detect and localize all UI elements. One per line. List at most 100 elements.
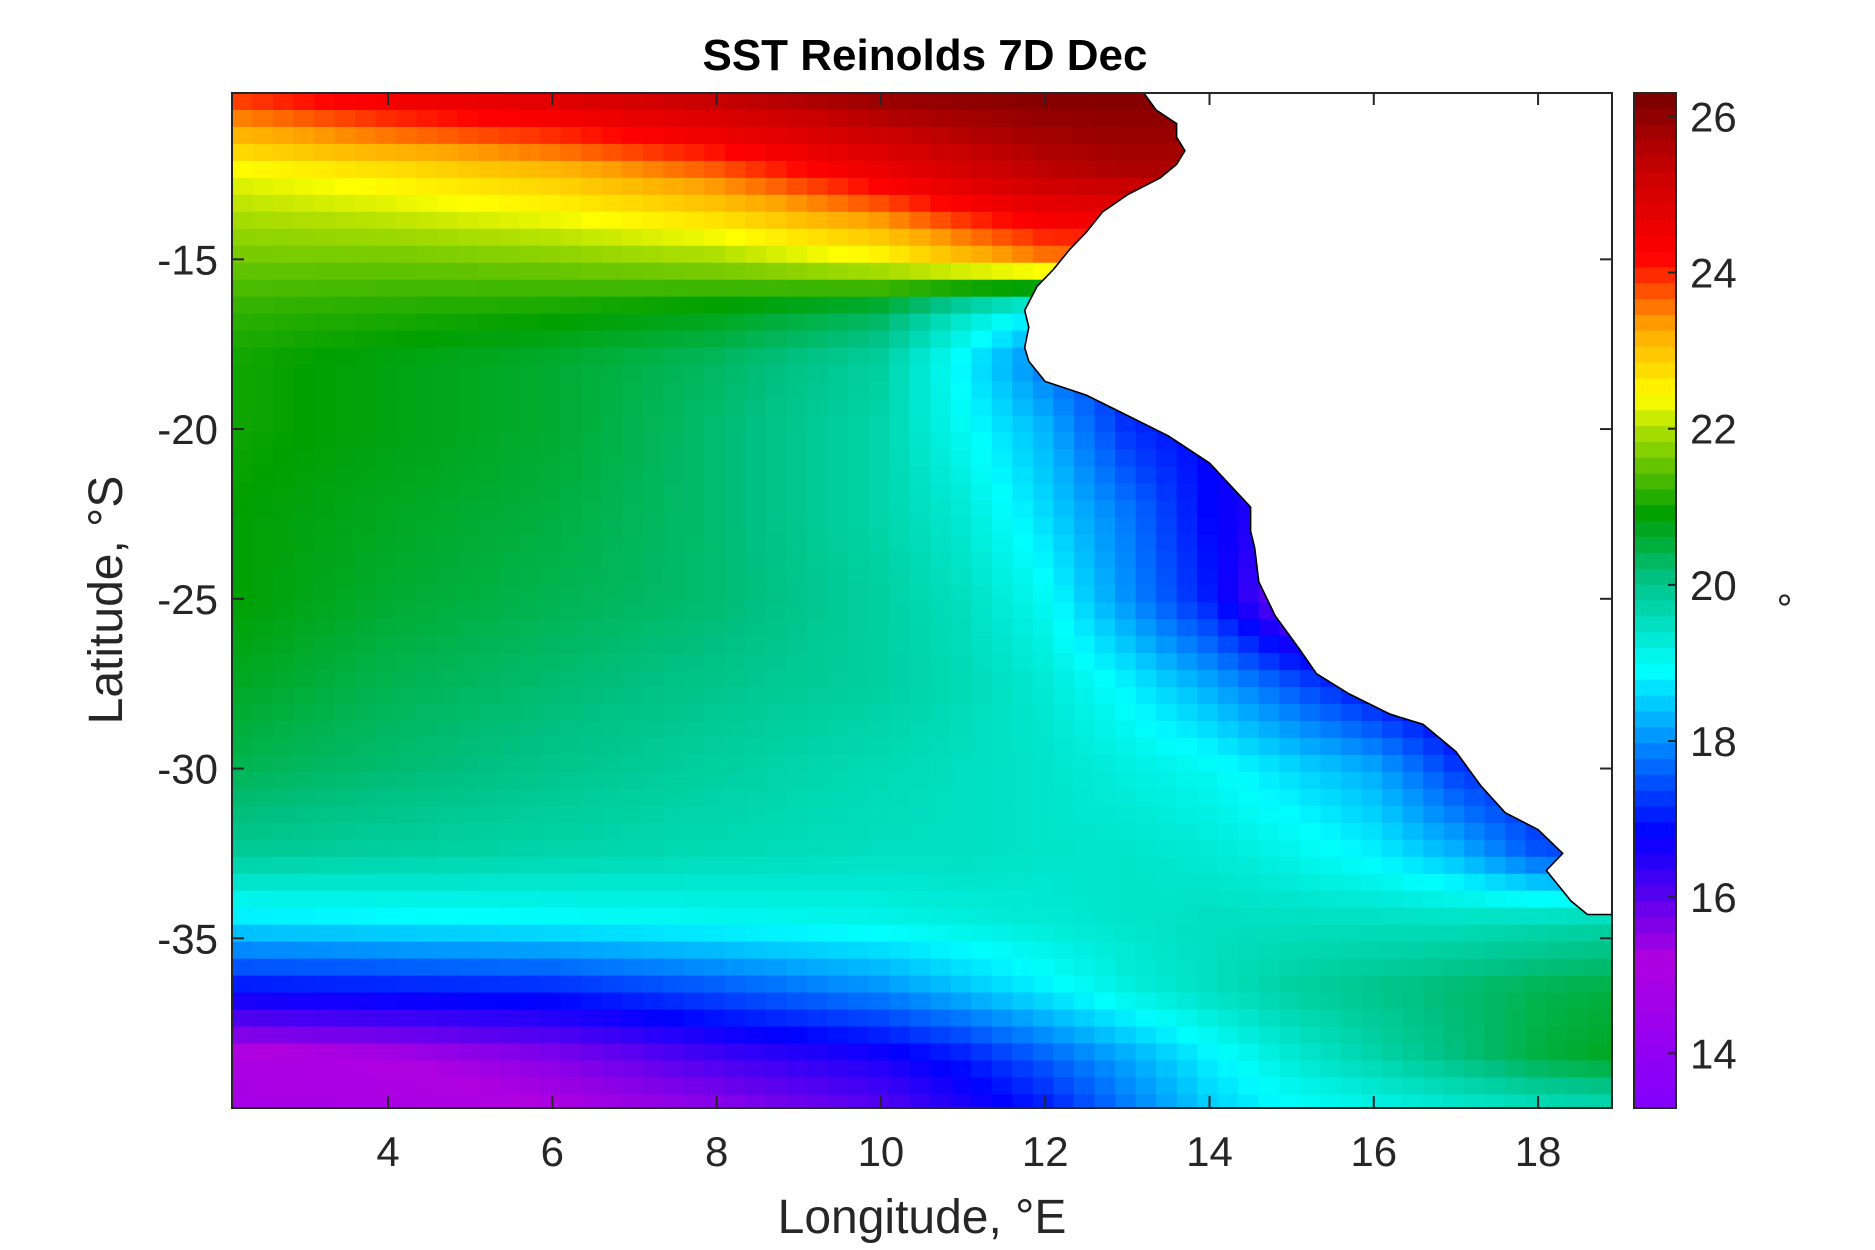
heatmap-cell — [1464, 992, 1486, 1011]
heatmap-cell — [1135, 551, 1157, 569]
heatmap-cell — [1032, 1060, 1055, 1079]
heatmap-cell — [765, 330, 788, 349]
heatmap-cell — [1464, 941, 1486, 960]
heatmap-cell — [950, 228, 972, 247]
heatmap-cell — [1340, 822, 1363, 841]
heatmap-cell — [334, 245, 356, 264]
heatmap-cell — [663, 805, 685, 824]
heatmap-cell — [909, 296, 931, 315]
x-tick-label: 10 — [858, 1128, 905, 1175]
heatmap-cell — [416, 1060, 438, 1079]
heatmap-cell — [437, 907, 459, 926]
heatmap-cell — [786, 160, 808, 179]
heatmap-cell — [848, 466, 870, 484]
heatmap-cell — [1094, 449, 1116, 468]
heatmap-cell — [540, 958, 562, 977]
heatmap-cell — [1135, 1026, 1157, 1045]
heatmap-cell — [1361, 788, 1383, 807]
heatmap-cell — [601, 975, 623, 994]
heatmap-cell — [971, 653, 993, 671]
heatmap-cell — [355, 1026, 377, 1045]
heatmap-cell — [1217, 517, 1239, 535]
heatmap-cell — [1012, 1043, 1034, 1062]
heatmap-cell — [1587, 1077, 1609, 1096]
heatmap-cell — [478, 687, 500, 705]
heatmap-cell — [622, 704, 644, 722]
heatmap-cell — [930, 1026, 952, 1045]
heatmap-cell — [991, 704, 1013, 722]
heatmap-cell — [457, 721, 480, 739]
heatmap-cell — [827, 1026, 849, 1045]
heatmap-cell — [396, 517, 418, 535]
heatmap-cell — [273, 890, 295, 909]
heatmap-cell — [1217, 1060, 1239, 1079]
heatmap-cell — [1176, 822, 1198, 841]
heatmap-cell — [293, 126, 315, 145]
heatmap-cell — [1361, 754, 1383, 773]
heatmap-cell — [581, 483, 603, 501]
heatmap-cell — [1156, 143, 1178, 162]
heatmap-cell — [724, 992, 746, 1011]
heatmap-cell — [663, 93, 685, 111]
heatmap-cell — [971, 177, 993, 196]
heatmap-cell — [601, 194, 623, 213]
heatmap-cell — [293, 737, 315, 756]
heatmap-cell — [704, 160, 726, 179]
heatmap-cell — [1053, 1077, 1075, 1096]
heatmap-cell — [540, 551, 562, 569]
heatmap-cell — [478, 296, 500, 315]
heatmap-cell — [1073, 890, 1096, 909]
heatmap-cell — [437, 194, 459, 213]
heatmap-cell — [622, 856, 644, 875]
heatmap-cell — [950, 568, 972, 586]
heatmap-cell — [930, 449, 952, 468]
heatmap-cell — [416, 568, 438, 586]
heatmap-cell — [1238, 924, 1260, 943]
heatmap-cell — [1587, 1026, 1609, 1045]
heatmap-cell — [909, 873, 931, 892]
heatmap-cell — [232, 534, 254, 552]
heatmap-cell — [971, 296, 993, 315]
heatmap-cell — [765, 890, 788, 909]
heatmap-cell — [314, 619, 336, 637]
heatmap-cell — [971, 873, 993, 892]
heatmap-cell — [416, 381, 438, 400]
heatmap-cell — [1032, 449, 1055, 468]
heatmap-cell — [950, 483, 972, 501]
heatmap-cell — [540, 924, 562, 943]
heatmap-cell — [519, 873, 541, 892]
heatmap-cell — [273, 534, 295, 552]
heatmap-cell — [581, 653, 603, 671]
heatmap-cell — [560, 364, 582, 383]
heatmap-cell — [622, 551, 644, 569]
heatmap-cell — [1607, 1026, 1613, 1045]
heatmap-cell — [560, 245, 582, 264]
heatmap-cell — [334, 737, 356, 756]
heatmap-cell — [971, 839, 993, 858]
heatmap-cell — [1094, 619, 1116, 637]
heatmap-cell — [868, 279, 890, 298]
heatmap-cell — [334, 466, 356, 484]
heatmap-cell — [1402, 992, 1424, 1011]
heatmap-cell — [252, 245, 274, 264]
heatmap-cell — [827, 449, 849, 468]
heatmap-cell — [971, 721, 993, 739]
heatmap-cell — [642, 534, 664, 552]
heatmap-cell — [478, 805, 500, 824]
heatmap-cell — [355, 330, 377, 349]
heatmap-cell — [1382, 941, 1404, 960]
heatmap-cell — [293, 313, 315, 332]
heatmap-cell — [1115, 958, 1137, 977]
heatmap-cell — [950, 805, 972, 824]
heatmap-cell — [971, 1077, 993, 1096]
heatmap-cell — [581, 1043, 603, 1062]
heatmap-cell — [1505, 839, 1527, 858]
heatmap-cell — [991, 296, 1013, 315]
heatmap-cell — [314, 907, 336, 926]
heatmap-cell — [807, 721, 829, 739]
heatmap-cell — [930, 721, 952, 739]
heatmap-cell — [1484, 907, 1506, 926]
heatmap-cell — [1032, 1009, 1055, 1028]
heatmap-cell — [416, 551, 438, 569]
heatmap-cell — [540, 992, 562, 1011]
